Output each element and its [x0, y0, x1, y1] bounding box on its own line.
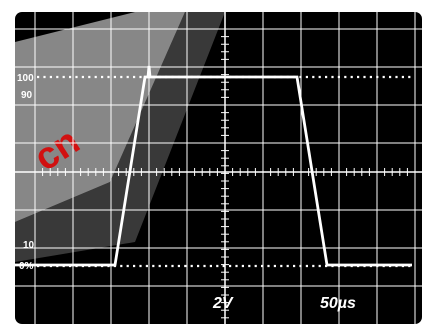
label-90: 90 — [21, 90, 33, 101]
volts-per-division-label: 2V — [212, 295, 234, 312]
watermark: cn — [15, 12, 225, 262]
oscilloscope-screen: cn — [15, 12, 422, 324]
oscilloscope-display: cn — [15, 12, 422, 324]
label-100: 100 — [17, 73, 34, 84]
label-0-percent: 0% — [19, 261, 34, 272]
time-per-division-label: 50µs — [320, 295, 356, 312]
label-10: 10 — [23, 240, 35, 251]
watermark-banner-shadow — [15, 12, 225, 262]
center-axis-ticks — [34, 28, 408, 319]
waveform-trace — [15, 65, 412, 267]
